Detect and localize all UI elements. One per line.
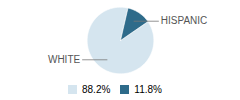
- html-text:88.2%: 88.2%: [82, 83, 111, 95]
- svg-text:HISPANIC: HISPANIC: [161, 15, 208, 26]
- html-text:11.8%: 11.8%: [134, 83, 162, 95]
- svg-text:WHITE: WHITE: [48, 54, 81, 65]
